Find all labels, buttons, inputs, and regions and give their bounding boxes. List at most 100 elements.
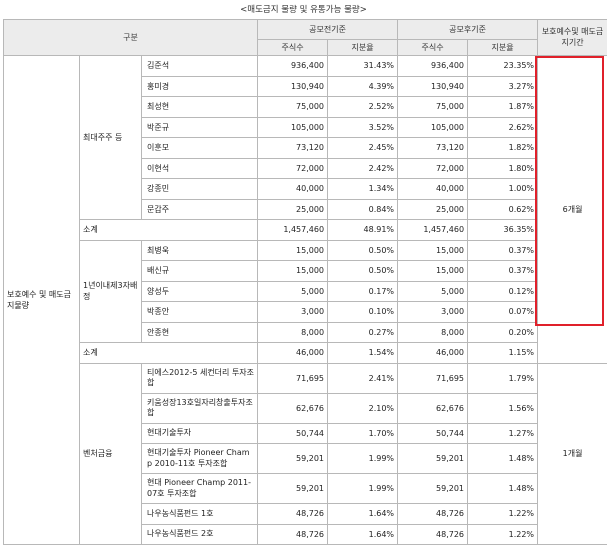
lockup-table: 구분 공모전기준 공모후기준 보호예수및 매도금지기간 주식수 지분율 주식수 …: [2, 19, 607, 545]
pre-shares: 71,695: [257, 362, 329, 394]
subtotal-pre-shares: 46,000: [257, 342, 329, 364]
holder-name: 홍미경: [140, 75, 259, 97]
pre-shares: 62,676: [257, 392, 329, 424]
post-shares: 75,000: [397, 96, 469, 118]
pre-ratio: 1.70%: [327, 422, 399, 444]
holder-name: 박준규: [140, 116, 259, 138]
post-ratio: 0.62%: [467, 198, 539, 220]
pre-ratio: 3.52%: [327, 116, 399, 138]
post-ratio: 1.80%: [467, 157, 539, 179]
pre-ratio: 1.99%: [327, 443, 399, 474]
post-ratio: 0.37%: [467, 260, 539, 282]
subtotal-pre-ratio: 1.54%: [327, 342, 399, 364]
post-ratio: 1.00%: [467, 178, 539, 200]
post-shares: 50,744: [397, 422, 469, 444]
holder-name: 현대기술투자: [140, 422, 259, 444]
pre-shares: 73,120: [257, 137, 329, 159]
post-ratio: 1.22%: [467, 523, 539, 545]
group-venture-finance: 벤처금융: [79, 362, 142, 545]
post-shares: 48,726: [397, 523, 469, 545]
post-ratio: 1.82%: [467, 137, 539, 159]
holder-name: 배신규: [140, 260, 259, 282]
post-shares: 105,000: [397, 116, 469, 138]
pre-ratio: 2.45%: [327, 137, 399, 159]
holder-name: 강종민: [140, 178, 259, 200]
post-shares: 48,726: [397, 503, 469, 525]
pre-ratio: 0.17%: [327, 280, 399, 302]
holder-name: 양성두: [140, 280, 259, 302]
holder-name: 문갑주: [140, 198, 259, 220]
holder-name: 키움성장13호일자리창출투자조합: [140, 392, 259, 424]
lockup-period-1m: 1개월: [537, 362, 607, 545]
pre-shares: 48,726: [257, 523, 329, 545]
pre-ratio: 0.10%: [327, 301, 399, 323]
header-before-ipo: 공모전기준: [257, 19, 399, 40]
pre-ratio: 31.43%: [327, 55, 399, 77]
pre-ratio: 0.27%: [327, 321, 399, 343]
post-ratio: 1.79%: [467, 362, 539, 394]
lockup-period-6m: 6개월: [537, 55, 607, 364]
pre-shares: 936,400: [257, 55, 329, 77]
post-shares: 5,000: [397, 280, 469, 302]
post-shares: 15,000: [397, 239, 469, 261]
subtotal-post-shares: 46,000: [397, 342, 469, 364]
table-title: <매도금지 물량 및 유통가능 물량>: [240, 5, 367, 15]
post-shares: 59,201: [397, 473, 469, 504]
pre-shares: 25,000: [257, 198, 329, 220]
pre-shares: 15,000: [257, 239, 329, 261]
post-shares: 62,676: [397, 392, 469, 424]
pre-shares: 50,744: [257, 422, 329, 444]
pre-ratio: 1.99%: [327, 473, 399, 504]
post-shares: 73,120: [397, 137, 469, 159]
pre-ratio: 1.34%: [327, 178, 399, 200]
header-pre-shares: 주식수: [257, 39, 329, 56]
pre-ratio: 1.64%: [327, 523, 399, 545]
pre-shares: 75,000: [257, 96, 329, 118]
post-ratio: 1.48%: [467, 473, 539, 504]
post-shares: 3,000: [397, 301, 469, 323]
post-ratio: 23.35%: [467, 55, 539, 77]
holder-name: 최성현: [140, 96, 259, 118]
holder-name: 안종현: [140, 321, 259, 343]
pre-shares: 5,000: [257, 280, 329, 302]
holder-name: 티에스2012-5 세컨더리 투자조합: [140, 362, 259, 394]
pre-shares: 130,940: [257, 75, 329, 97]
post-shares: 25,000: [397, 198, 469, 220]
post-ratio: 1.48%: [467, 443, 539, 474]
holder-name: 나우농식품펀드 2호: [140, 523, 259, 545]
post-shares: 59,201: [397, 443, 469, 474]
post-shares: 71,695: [397, 362, 469, 394]
post-ratio: 0.37%: [467, 239, 539, 261]
post-ratio: 3.27%: [467, 75, 539, 97]
header-lockup-period: 보호예수및 매도금지기간: [537, 19, 607, 56]
header-after-ipo: 공모후기준: [397, 19, 539, 40]
post-ratio: 0.12%: [467, 280, 539, 302]
post-shares: 40,000: [397, 178, 469, 200]
pre-shares: 40,000: [257, 178, 329, 200]
subtotal-label: 소계: [78, 219, 259, 241]
pre-ratio: 0.50%: [327, 239, 399, 261]
pre-ratio: 0.50%: [327, 260, 399, 282]
header-post-shares: 주식수: [397, 39, 469, 56]
subtotal-pre-ratio: 48.91%: [327, 219, 399, 241]
pre-shares: 105,000: [257, 116, 329, 138]
pre-shares: 15,000: [257, 260, 329, 282]
holder-name: 이현석: [140, 157, 259, 179]
group-third-party-allotment: 1년이내제3자배정: [79, 239, 142, 343]
holder-name: 김준석: [140, 55, 259, 77]
post-ratio: 1.87%: [467, 96, 539, 118]
header-pre-ratio: 지분율: [327, 39, 399, 56]
group-major-shareholders: 최대주주 등: [79, 55, 142, 220]
post-ratio: 2.62%: [467, 116, 539, 138]
pre-ratio: 2.42%: [327, 157, 399, 179]
holder-name: 현대 Pioneer Champ 2011-07호 투자조합: [140, 473, 259, 504]
post-ratio: 0.07%: [467, 301, 539, 323]
holder-name: 현대기술투자 Pioneer Champ 2010-11호 투자조합: [140, 443, 259, 474]
post-ratio: 0.20%: [467, 321, 539, 343]
subtotal-post-ratio: 36.35%: [467, 219, 539, 241]
pre-ratio: 4.39%: [327, 75, 399, 97]
pre-ratio: 2.10%: [327, 392, 399, 424]
post-ratio: 1.22%: [467, 503, 539, 525]
holder-name: 박종안: [140, 301, 259, 323]
pre-shares: 48,726: [257, 503, 329, 525]
